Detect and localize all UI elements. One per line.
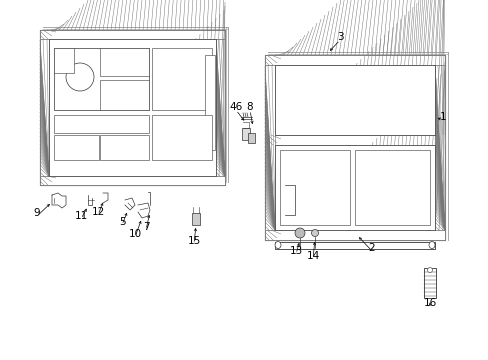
Bar — [40, 39, 49, 176]
Bar — [242, 128, 249, 140]
Text: 8: 8 — [246, 102, 253, 112]
Text: 9: 9 — [34, 208, 40, 218]
Bar — [264, 55, 444, 65]
Text: 46: 46 — [229, 102, 242, 112]
Bar — [264, 65, 274, 230]
Ellipse shape — [274, 242, 281, 248]
Text: 1: 1 — [439, 112, 446, 122]
Bar — [54, 48, 74, 73]
Bar — [152, 48, 212, 110]
Text: 10: 10 — [128, 229, 141, 239]
Bar — [264, 55, 444, 240]
Bar — [280, 150, 349, 225]
Bar — [54, 48, 149, 110]
Circle shape — [66, 63, 94, 91]
Bar — [434, 65, 444, 230]
Text: 12: 12 — [91, 207, 104, 217]
Bar — [423, 268, 435, 298]
Bar — [54, 135, 99, 160]
Text: 16: 16 — [423, 298, 436, 308]
Bar — [49, 39, 216, 176]
Text: 14: 14 — [306, 251, 319, 261]
Bar — [40, 176, 224, 185]
Text: 2: 2 — [368, 243, 375, 253]
Circle shape — [311, 230, 318, 237]
Ellipse shape — [428, 242, 434, 248]
Bar — [274, 242, 434, 249]
Bar — [264, 135, 444, 145]
Bar — [354, 150, 429, 225]
Bar — [204, 55, 215, 150]
Text: 15: 15 — [187, 236, 200, 246]
Bar — [54, 115, 149, 133]
Bar — [264, 230, 444, 240]
Text: 13: 13 — [289, 246, 302, 256]
Bar — [192, 213, 200, 225]
Text: 11: 11 — [74, 211, 87, 221]
Bar — [152, 115, 212, 160]
Bar — [247, 133, 254, 143]
Circle shape — [294, 228, 305, 238]
Circle shape — [427, 267, 431, 273]
Bar — [100, 135, 149, 160]
Bar — [216, 39, 224, 176]
Bar — [100, 48, 149, 76]
Bar — [100, 80, 149, 110]
Text: 7: 7 — [142, 222, 149, 232]
Bar — [40, 30, 224, 185]
Bar — [274, 65, 434, 135]
Bar — [40, 30, 224, 39]
Text: 5: 5 — [119, 217, 125, 227]
Bar — [274, 145, 434, 230]
Text: 3: 3 — [336, 32, 343, 42]
